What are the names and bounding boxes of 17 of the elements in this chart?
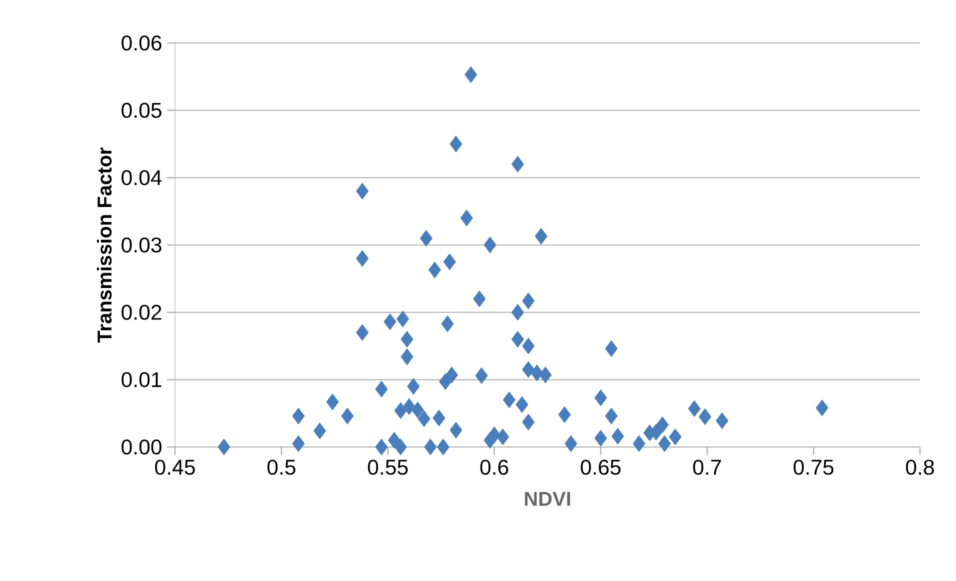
y-tick-label: 0.06 <box>122 35 162 51</box>
y-tick-label: 0.00 <box>122 439 162 455</box>
x-tick-label: 0.7 <box>693 460 721 475</box>
y-tick-label: 0.05 <box>122 102 162 118</box>
x-tick-label: 0.8 <box>906 460 934 475</box>
y-tick-label: 0.04 <box>122 170 162 186</box>
y-tick-label: 0.02 <box>122 304 162 320</box>
x-axis-title: NDVI <box>524 492 570 506</box>
y-axis-title: Transmission Factor <box>96 147 112 343</box>
x-tick-label: 0.5 <box>267 460 296 475</box>
x-tick-label: 0.75 <box>794 460 834 475</box>
y-tick-label: 0.01 <box>122 372 162 388</box>
y-tick-label: 0.03 <box>122 237 162 253</box>
x-tick-label: 0.6 <box>480 460 508 475</box>
x-tick-label: 0.55 <box>368 460 408 475</box>
x-tick-label: 0.45 <box>155 460 195 475</box>
x-tick-label: 0.65 <box>580 460 621 475</box>
